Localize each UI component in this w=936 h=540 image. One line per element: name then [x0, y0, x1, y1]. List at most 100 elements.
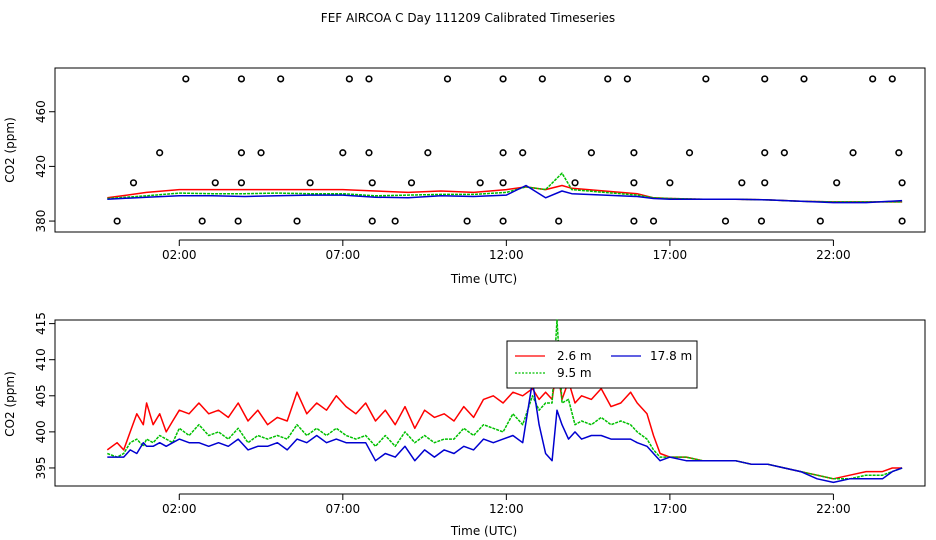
- calibration-point: [519, 149, 527, 157]
- calibration-point: [721, 217, 730, 225]
- x-tick-label: 07:00: [326, 502, 361, 516]
- calibration-point: [499, 179, 507, 187]
- calibration-point: [198, 217, 206, 225]
- plot-frame: [54, 319, 926, 487]
- series-line-17.8m: [107, 184, 903, 204]
- calibration-point: [738, 179, 746, 187]
- calibration-point: [476, 179, 484, 187]
- x-tick-label: 17:00: [653, 502, 688, 516]
- series-line-9.5m: [107, 319, 903, 480]
- series-line-9.5m: [107, 172, 903, 203]
- calibration-point: [424, 149, 432, 157]
- calibration-point: [368, 217, 376, 225]
- x-tick-label: 22:00: [816, 502, 851, 516]
- y-tick-label: 415: [34, 312, 48, 335]
- calibration-point: [898, 179, 906, 187]
- y-axis-label: CO2 (ppm): [3, 117, 17, 183]
- calibration-point: [257, 149, 265, 157]
- series-group: [107, 172, 903, 204]
- x-axis: 02:00 07:00 12:00 17:00 22:00: [162, 239, 851, 262]
- calibration-point: [182, 75, 190, 83]
- calibration-point: [277, 75, 285, 83]
- x-tick-label: 12:00: [489, 248, 524, 262]
- calibration-point: [833, 179, 841, 187]
- y-tick-label: 380: [34, 210, 48, 233]
- calibration-point: [211, 179, 219, 187]
- calibrated-timeseries-panel: 380 420 460 02:00 07:00 12:00 17:00 22:00 Time…: [3, 67, 926, 286]
- y-tick-label: 400: [34, 420, 48, 443]
- calibration-point: [623, 75, 631, 83]
- y-axis: 395 400 405 410 415: [34, 312, 55, 479]
- calibration-point: [156, 149, 164, 157]
- calibration-point: [571, 179, 579, 187]
- calibration-point: [649, 217, 658, 225]
- calibration-point: [538, 75, 546, 83]
- calibration-point: [306, 179, 314, 187]
- calibration-point: [391, 217, 399, 225]
- series-line-2.6m: [107, 184, 903, 203]
- calibration-point: [499, 75, 507, 83]
- calibration-point: [757, 217, 766, 225]
- calibration-point: [365, 75, 373, 83]
- calibration-point: [234, 217, 242, 225]
- x-tick-label: 22:00: [816, 248, 851, 262]
- legend: 2.6 m 9.5 m 17.8 m: [506, 340, 698, 389]
- x-tick-label: 02:00: [162, 502, 197, 516]
- calibration-point: [761, 75, 769, 83]
- calibration-point: [499, 217, 507, 225]
- calibration-point: [339, 149, 347, 157]
- calibration-point: [237, 179, 246, 187]
- calibration-point: [630, 149, 638, 157]
- calibration-point: [630, 217, 638, 225]
- calibration-point: [555, 217, 563, 225]
- calibration-point: [869, 75, 877, 83]
- legend-box: [506, 340, 698, 389]
- calibration-point: [368, 179, 376, 187]
- legend-label-9.5m: 9.5 m: [557, 366, 592, 380]
- calibration-point: [816, 217, 824, 225]
- figure-title: FEF AIRCOA C Day 111209 Calibrated Times…: [321, 11, 615, 25]
- calibration-point: [499, 149, 507, 157]
- calibration-point: [443, 75, 452, 83]
- series-group: [106, 319, 903, 484]
- series-line-2.6m: [106, 366, 903, 480]
- calibration-point: [702, 75, 710, 83]
- x-tick-label: 12:00: [489, 502, 524, 516]
- x-axis: 02:00 07:00 12:00 17:00 22:00: [162, 493, 851, 516]
- calibration-point: [463, 217, 471, 225]
- calibration-point: [237, 149, 246, 157]
- calibration-point: [293, 217, 301, 225]
- x-axis-label: Time (UTC): [450, 524, 517, 538]
- calibration-point: [587, 149, 595, 157]
- plot-frame: [54, 67, 926, 233]
- y-tick-label: 410: [34, 348, 48, 371]
- x-axis-label: Time (UTC): [450, 272, 517, 286]
- x-tick-label: 17:00: [653, 248, 688, 262]
- calibration-point: [345, 75, 353, 83]
- calibration-point: [237, 75, 246, 83]
- x-tick-label: 07:00: [326, 248, 361, 262]
- calibration-point: [129, 179, 138, 187]
- calibration-point: [761, 149, 769, 157]
- calibration-point: [407, 179, 416, 187]
- calibration-point: [888, 75, 896, 83]
- zoomed-timeseries-panel: 395 400 405 410 415 02:00 07:00 12:00 17:00 22:0…: [3, 312, 926, 538]
- calibration-point: [895, 149, 903, 157]
- calibration-points: [113, 75, 906, 225]
- calibration-point: [604, 75, 612, 83]
- calibration-point: [800, 75, 808, 83]
- calibration-point: [761, 179, 769, 187]
- calibration-point: [849, 149, 857, 157]
- calibration-point: [685, 149, 694, 157]
- calibration-point: [780, 149, 788, 157]
- calibration-point: [666, 179, 674, 187]
- calibration-point: [898, 217, 906, 225]
- y-axis-label: CO2 (ppm): [3, 371, 17, 437]
- calibration-point: [113, 217, 121, 225]
- y-tick-label: 395: [34, 457, 48, 480]
- x-tick-label: 02:00: [162, 248, 197, 262]
- calibration-point: [365, 149, 373, 157]
- y-tick-label: 405: [34, 384, 48, 407]
- legend-label-17.8m: 17.8 m: [650, 349, 692, 363]
